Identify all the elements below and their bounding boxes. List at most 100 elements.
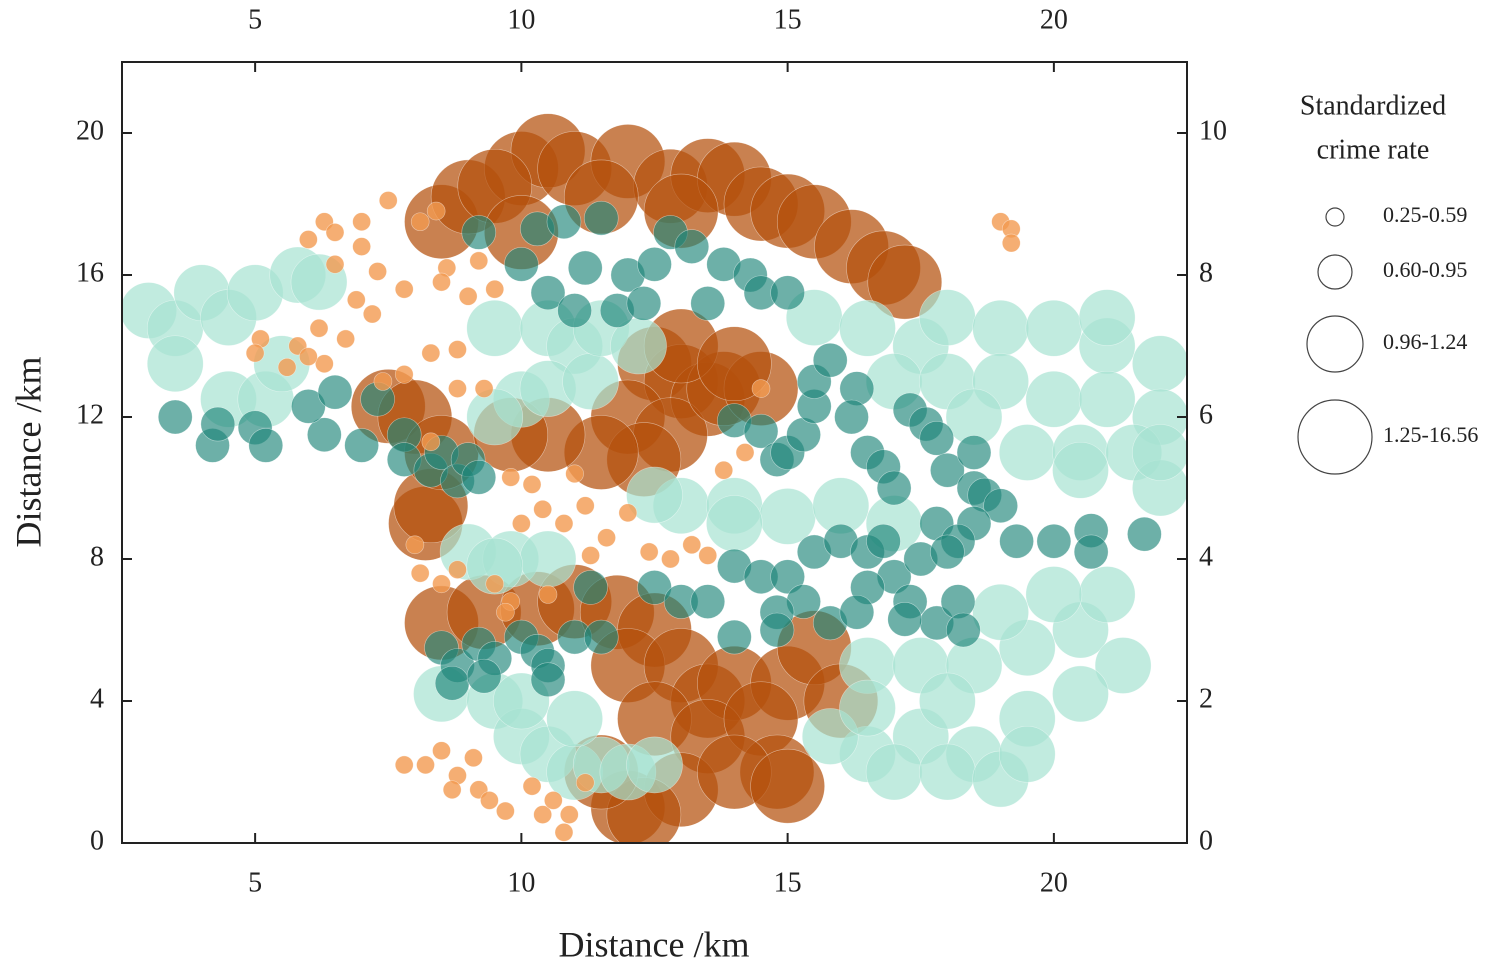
bubble <box>277 357 297 377</box>
bubble <box>626 736 683 794</box>
bubble <box>466 299 524 357</box>
bubble <box>309 318 329 338</box>
bubble <box>597 528 616 548</box>
bubble <box>887 602 923 637</box>
y-tick-label: 8 <box>90 541 104 572</box>
bubble <box>759 488 816 545</box>
bubble <box>464 748 483 768</box>
bubble <box>421 432 441 452</box>
bubble <box>972 299 1029 357</box>
bubble <box>421 343 441 363</box>
bubble <box>759 612 795 648</box>
bubble <box>865 743 923 801</box>
bubble <box>575 773 595 792</box>
bubble <box>530 662 566 698</box>
bubble <box>315 354 334 374</box>
bubble <box>299 347 318 366</box>
bubble <box>706 495 763 552</box>
bubble <box>1052 441 1109 499</box>
bubble <box>410 212 430 232</box>
x-tick-label: 20 <box>1040 867 1068 898</box>
bubble <box>432 741 451 761</box>
bubble <box>461 215 497 250</box>
bubble <box>581 546 600 565</box>
bubble <box>352 212 371 232</box>
y2-tick-label: 6 <box>1199 399 1213 430</box>
y2-tick-label: 2 <box>1199 683 1213 714</box>
bubble <box>690 286 726 321</box>
x-axis-title: Distance /km <box>559 924 750 964</box>
bubble <box>544 791 563 810</box>
bubble <box>919 289 976 346</box>
bubble <box>639 542 659 562</box>
bubble <box>998 424 1056 481</box>
bubble <box>866 523 901 559</box>
bubble <box>448 379 467 398</box>
bubble <box>575 496 595 516</box>
bubble <box>346 290 366 310</box>
bubble <box>839 594 875 630</box>
bubble <box>299 230 318 249</box>
bubble <box>530 275 566 311</box>
bubble <box>573 570 608 605</box>
bubble <box>714 460 734 480</box>
bubble <box>317 374 353 410</box>
legend-size-circle <box>1317 254 1353 290</box>
y-tick-label: 16 <box>76 257 104 288</box>
bubble <box>698 546 718 565</box>
bubble <box>998 725 1056 783</box>
bubble <box>519 530 577 588</box>
bubble <box>448 560 467 579</box>
bubble <box>930 452 965 488</box>
bubble <box>626 286 662 321</box>
bubble <box>583 200 619 236</box>
legend-title: crime rate <box>1317 134 1430 165</box>
legend-size-circle <box>1297 399 1373 475</box>
x2-tick-label: 5 <box>248 4 262 35</box>
bubble <box>394 755 414 775</box>
bubble <box>839 371 875 406</box>
bubble <box>352 237 371 256</box>
bubble <box>501 468 521 487</box>
bubble <box>448 340 467 359</box>
bubble <box>946 612 981 648</box>
legend-size-circle <box>1325 207 1345 227</box>
y2-tick-label: 8 <box>1199 257 1213 288</box>
bubble <box>200 406 236 442</box>
y-tick-label: 0 <box>90 825 104 856</box>
bubble <box>1127 516 1162 552</box>
bubble <box>496 602 515 622</box>
bubble <box>474 379 494 398</box>
legend-label: 0.96-1.24 <box>1383 329 1467 354</box>
bubble <box>504 247 539 282</box>
bubble <box>546 690 603 748</box>
bubble <box>559 805 579 824</box>
bubble <box>157 399 193 435</box>
bubble <box>876 470 912 506</box>
bubble <box>405 535 425 555</box>
bubble <box>930 534 965 570</box>
bubble <box>1132 424 1187 481</box>
bubble <box>146 335 204 393</box>
bubble <box>735 443 755 462</box>
bubble <box>1025 370 1083 428</box>
x-tick-label: 10 <box>507 867 535 898</box>
bubble <box>378 191 398 210</box>
bubble <box>626 466 683 524</box>
bubble <box>770 275 805 311</box>
bubble <box>469 251 489 271</box>
bubble <box>416 755 435 775</box>
bubble <box>485 279 505 299</box>
bubble <box>567 250 603 286</box>
bubble <box>533 805 552 824</box>
bubble <box>839 679 896 737</box>
bubble <box>983 488 1018 524</box>
legend-label: 1.25-16.56 <box>1383 422 1478 447</box>
bubble <box>565 464 584 484</box>
bubble <box>562 353 619 410</box>
bubble <box>956 435 992 470</box>
bubble <box>554 514 574 533</box>
bubble <box>834 399 869 435</box>
plot-frame <box>121 61 1188 844</box>
bubble <box>682 535 702 555</box>
